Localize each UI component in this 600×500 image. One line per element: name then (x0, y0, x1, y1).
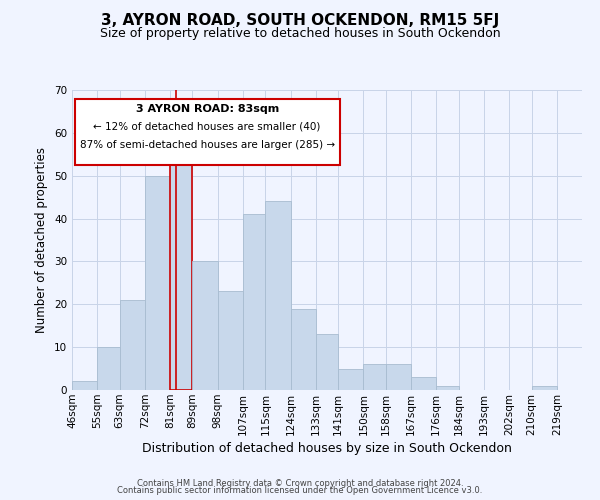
Bar (119, 300, 145, 390)
Bar (265, 202, 290, 390)
Bar (532, 386, 557, 390)
Bar (97, 347, 119, 390)
Text: 3 AYRON ROAD: 83sqm: 3 AYRON ROAD: 83sqm (136, 104, 279, 114)
Bar (386, 364, 411, 390)
Bar (338, 368, 364, 390)
Text: Contains public sector information licensed under the Open Government Licence v3: Contains public sector information licen… (118, 486, 482, 495)
FancyBboxPatch shape (74, 99, 340, 165)
X-axis label: Distribution of detached houses by size in South Ockendon: Distribution of detached houses by size … (142, 442, 512, 455)
Bar (243, 214, 265, 390)
Bar (436, 386, 459, 390)
Text: 87% of semi-detached houses are larger (285) →: 87% of semi-detached houses are larger (… (80, 140, 335, 149)
Text: Contains HM Land Registry data © Crown copyright and database right 2024.: Contains HM Land Registry data © Crown c… (137, 478, 463, 488)
Bar (218, 292, 243, 390)
Bar (290, 308, 316, 390)
Bar (170, 137, 193, 390)
Bar (364, 364, 386, 390)
Bar (193, 262, 218, 390)
Bar (72, 382, 97, 390)
Text: ← 12% of detached houses are smaller (40): ← 12% of detached houses are smaller (40… (94, 122, 321, 132)
Bar (411, 377, 436, 390)
Y-axis label: Number of detached properties: Number of detached properties (35, 147, 49, 333)
Bar (145, 176, 170, 390)
Text: 3, AYRON ROAD, SOUTH OCKENDON, RM15 5FJ: 3, AYRON ROAD, SOUTH OCKENDON, RM15 5FJ (101, 12, 499, 28)
Bar (316, 334, 338, 390)
Text: Size of property relative to detached houses in South Ockendon: Size of property relative to detached ho… (100, 28, 500, 40)
